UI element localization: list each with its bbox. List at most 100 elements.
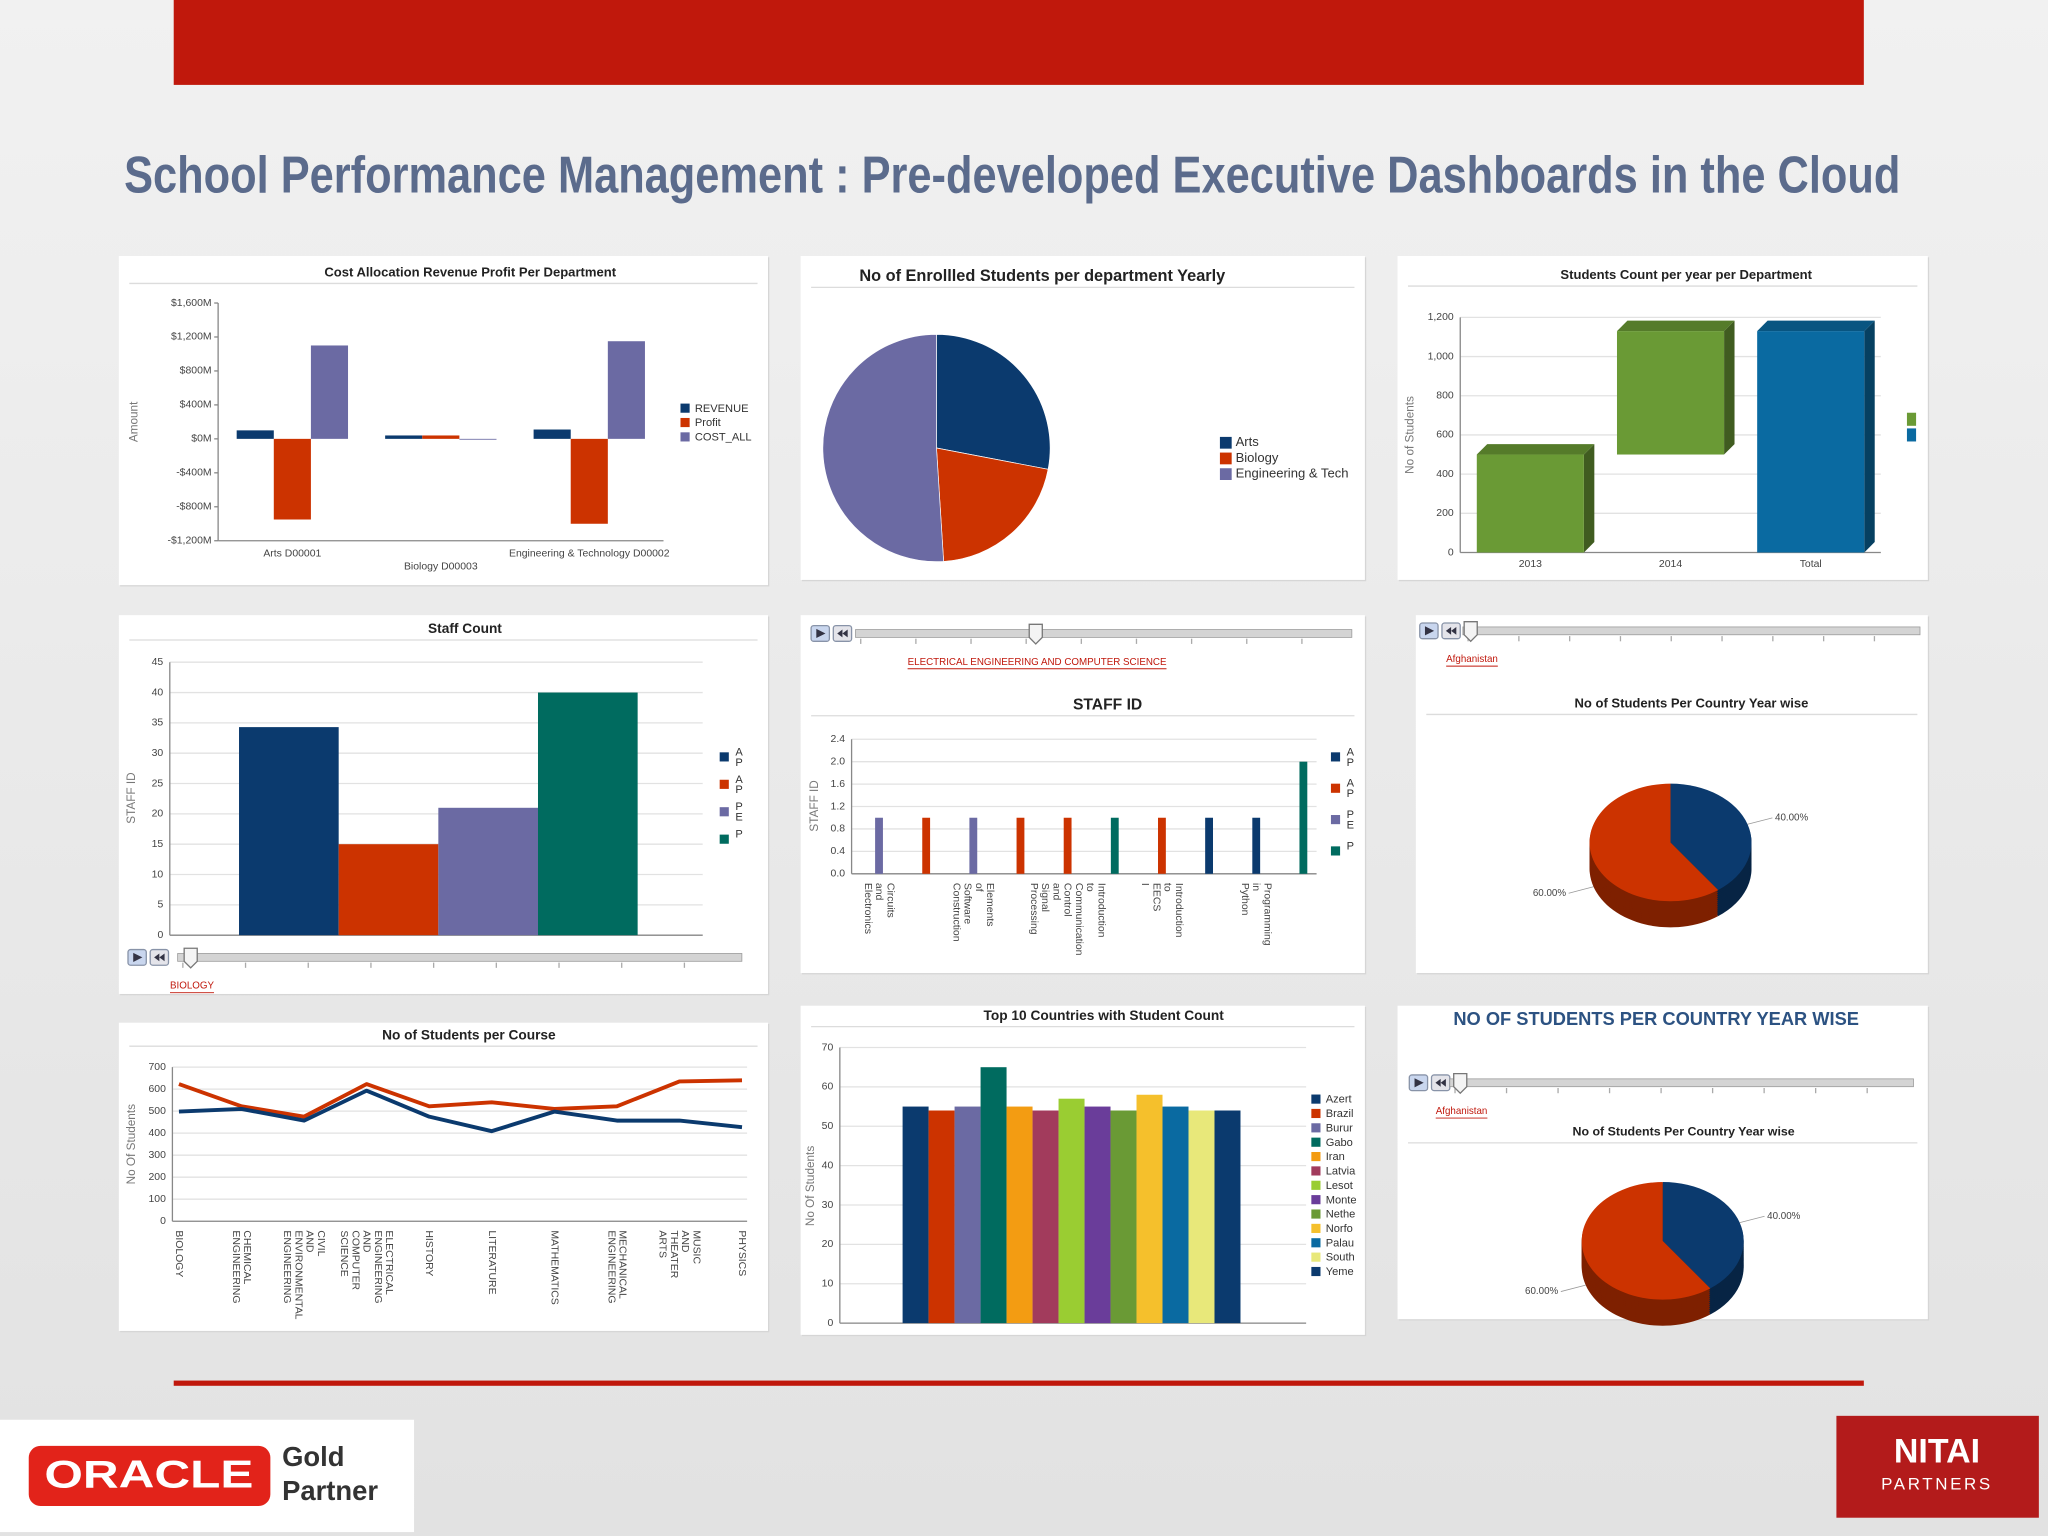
bar <box>1006 1106 1033 1324</box>
bar <box>922 817 931 874</box>
slider-label: BIOLOGY <box>170 981 215 992</box>
chart-title: No of Students Per Country Year wise <box>1573 1125 1795 1139</box>
y-tick-label: 10 <box>152 869 164 880</box>
button-icon <box>133 952 143 962</box>
y-tick-label: -$800M <box>176 502 211 513</box>
x-tick-label: MECHANICAL ENGINEERING <box>605 1230 627 1303</box>
bar <box>273 438 311 520</box>
y-tick-label: 0 <box>160 1216 166 1227</box>
legend-swatch <box>680 417 690 428</box>
leader-line <box>1739 1215 1765 1224</box>
data-label: 40.00% <box>1775 812 1808 823</box>
y-tick-label: $400M <box>180 400 212 411</box>
y-tick-label: 800 <box>1436 391 1454 402</box>
y-tick-label: 0.8 <box>831 824 846 835</box>
button-icon <box>1424 626 1435 636</box>
slider-track[interactable] <box>177 953 743 962</box>
bar <box>1162 1106 1189 1324</box>
y-tick-label: -$1,200M <box>167 536 211 547</box>
panel <box>118 615 769 994</box>
slider-thumb[interactable] <box>1463 621 1478 643</box>
slider-track[interactable] <box>1449 1078 1914 1088</box>
y-axis-label: Amount <box>128 401 141 442</box>
legend-label: Monte <box>1326 1194 1357 1206</box>
bar <box>1136 1094 1163 1324</box>
chart-title: Students Count per year per Department <box>1560 267 1812 282</box>
slider-label: ELECTRICAL ENGINEERING AND COMPUTER SCIE… <box>908 657 1167 668</box>
bar <box>875 817 883 874</box>
legend-label: Latvia <box>1326 1166 1356 1178</box>
bar <box>954 1106 981 1324</box>
y-tick-label: 40 <box>152 687 164 698</box>
slider-thumb[interactable] <box>1453 1072 1468 1095</box>
bar <box>1110 1110 1137 1324</box>
button-icon <box>154 953 165 962</box>
legend-label: REVENUE <box>695 403 749 415</box>
y-tick-label: 700 <box>148 1062 166 1073</box>
legend-swatch <box>1311 1223 1321 1233</box>
x-tick-label: ELECTRICAL ENGINEERING AND COMPUTER SCIE… <box>338 1230 394 1306</box>
y-tick-label: 500 <box>148 1106 166 1117</box>
legend-label: COST_ALL <box>695 431 752 443</box>
pie-slice <box>822 334 944 562</box>
leader-line <box>1560 1284 1586 1292</box>
x-tick-label: PHYSICS <box>736 1230 747 1276</box>
y-tick-label: 20 <box>152 809 164 820</box>
leader-line <box>1747 817 1773 825</box>
legend-swatch <box>1311 1152 1321 1162</box>
y-axis-label: No of Students <box>1404 396 1417 474</box>
partner-tier: Gold <box>282 1441 344 1472</box>
slider-thumb[interactable] <box>183 947 198 969</box>
pie-slice <box>936 447 1049 562</box>
panel-header: NO OF STUDENTS PER COUNTRY YEAR WISE <box>1453 1008 1859 1029</box>
bar <box>533 429 571 439</box>
legend-swatch <box>680 403 690 413</box>
bar <box>459 438 497 440</box>
legend-label: Norfo <box>1326 1223 1353 1235</box>
legend-swatch <box>1219 436 1232 449</box>
legend-label: Burur <box>1326 1122 1353 1134</box>
slider-thumb[interactable] <box>1028 623 1043 645</box>
legend-label: Lesot <box>1326 1180 1353 1192</box>
bar <box>1616 331 1725 455</box>
x-tick-label: Arts D00001 <box>263 549 321 560</box>
legend-swatch <box>1311 1209 1321 1219</box>
legend-swatch <box>1311 1238 1321 1248</box>
bar-top <box>1757 320 1875 332</box>
legend-label: Nethe <box>1326 1209 1356 1221</box>
pie-slice <box>1589 783 1719 902</box>
y-tick-label: 25 <box>152 778 164 789</box>
legend-swatch <box>1311 1266 1321 1277</box>
bar <box>902 1106 929 1324</box>
y-tick-label: 100 <box>148 1194 166 1205</box>
bar <box>1205 817 1213 874</box>
bar <box>1299 761 1308 874</box>
nitai-sub: PARTNERS <box>1881 1475 1993 1494</box>
bar <box>1016 817 1025 874</box>
y-tick-label: 200 <box>148 1172 166 1183</box>
y-tick-label: 60 <box>822 1082 834 1093</box>
chart-title: Cost Allocation Revenue Profit Per Depar… <box>324 264 616 279</box>
bar <box>1063 817 1072 874</box>
x-tick-label: Engineering & Technology D00002 <box>509 549 670 560</box>
legend-label: Engineering & Tech <box>1236 466 1349 481</box>
legend-label: P <box>1347 840 1354 852</box>
chart-title: No of Enrollled Students per department … <box>859 267 1225 285</box>
y-tick-label: 0 <box>157 930 163 941</box>
legend-swatch <box>1311 1094 1321 1104</box>
slider-track[interactable] <box>1462 626 1921 636</box>
y-tick-label: 0 <box>827 1318 833 1329</box>
x-tick-label: Biology D00003 <box>404 562 478 573</box>
legend-label: Gabo <box>1326 1137 1353 1149</box>
y-tick-label: 1.2 <box>831 801 846 812</box>
line <box>178 1088 743 1134</box>
slider-track[interactable] <box>855 629 1353 638</box>
button-icon <box>1445 626 1457 635</box>
x-tick-label: BIOLOGY <box>173 1230 184 1277</box>
legend-swatch <box>1311 1252 1321 1262</box>
button-icon <box>1414 1078 1424 1088</box>
